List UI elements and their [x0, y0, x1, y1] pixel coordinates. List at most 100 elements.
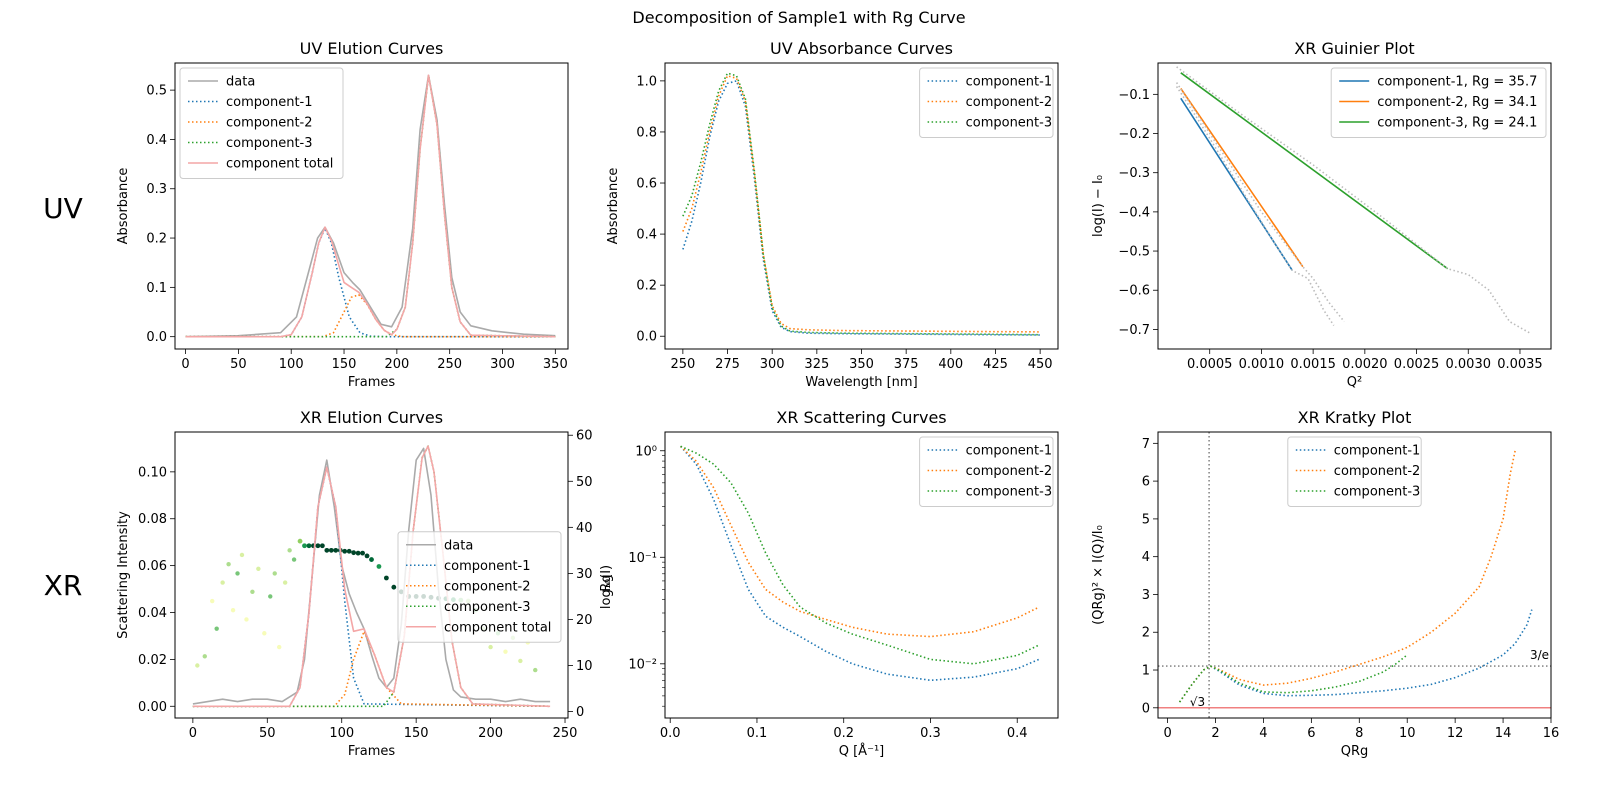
row-label-xr: XR — [44, 569, 83, 602]
xr_guinier-title: XR Guinier Plot — [1294, 39, 1414, 58]
xr_kratky-legend-label: component-3 — [1334, 485, 1421, 500]
xr_scattering-legend: component-1 component-2 component-3 — [919, 436, 1054, 507]
xr_scattering-series-line — [680, 445, 1040, 638]
xr_elution-ylabel: Scattering Intensity — [116, 511, 131, 639]
xr_elution-legend-box — [397, 531, 562, 643]
uv_absorbance-xtick-label: 300 — [760, 357, 785, 372]
xr_kratky-ylabel: (QRg)² × I(Q)/I₀ — [1091, 525, 1106, 625]
xr_guinier-legend-label: component-2, Rg = 34.1 — [1377, 95, 1537, 110]
xr_guinier-series-line — [1180, 88, 1304, 268]
xr_elution-ytick-label: 0.02 — [138, 653, 167, 668]
xr_guinier-plot-area — [1175, 66, 1531, 334]
scatter-point — [214, 626, 219, 631]
xr_kratky-legend-box — [1287, 436, 1422, 507]
xr_guinier-ytick-label: −0.6 — [1118, 284, 1150, 299]
xr_kratky-plot-area — [1158, 432, 1551, 718]
xr_elution-ytick-right-label: 60 — [576, 429, 593, 444]
rg-point — [342, 548, 348, 554]
rg-point — [360, 550, 365, 556]
rg-point — [383, 575, 389, 581]
scatter-point — [503, 649, 508, 654]
xr_elution-legend-label: data — [444, 538, 473, 553]
scatter-point — [291, 557, 297, 562]
xr_elution-xtick-label: 0 — [189, 726, 197, 741]
uv_elution-chart: UV Elution Curves 0 50 100 150 200 250 300 350 0.… — [116, 39, 569, 390]
xr_kratky-xtick-label: 14 — [1495, 726, 1512, 741]
xr_kratky-frame — [1157, 431, 1552, 719]
uv_elution-series-line — [185, 293, 556, 338]
uv_absorbance-ylabel: Absorbance — [606, 168, 621, 245]
uv_elution-xtick-label: 300 — [490, 357, 515, 372]
xr_elution-legend: data component-1 component-2 component-3 com… — [397, 531, 562, 643]
scatter-point — [277, 644, 282, 650]
uv_absorbance-legend: component-1 component-2 component-3 — [919, 67, 1054, 138]
rg-point — [369, 557, 374, 562]
xr_guinier-xtick-label: 0.0030 — [1446, 357, 1492, 372]
xr_kratky-ytick-label: 3 — [1142, 588, 1150, 603]
uv_elution-ytick-label: 0.0 — [146, 330, 167, 345]
scatter-point — [230, 608, 236, 613]
uv_elution-xtick-label: 350 — [543, 357, 568, 372]
xr_scattering-ytick-label: 10⁻² — [628, 657, 657, 672]
scatter-point — [282, 580, 288, 585]
xr_kratky-ytick-label: 5 — [1142, 512, 1150, 527]
xr_kratky-xtick-label: 10 — [1399, 726, 1416, 741]
uv_absorbance-title: UV Absorbance Curves — [770, 39, 953, 58]
xr_elution-xtick-label: 50 — [259, 726, 276, 741]
scatter-point — [250, 589, 255, 595]
xr_guinier-legend-label: component-1, Rg = 35.7 — [1377, 75, 1537, 90]
xr_elution-ytick-label: 0.08 — [138, 512, 167, 527]
xr_elution-ytick-right-label: 20 — [576, 613, 593, 628]
xr_elution-xtick-label: 150 — [404, 726, 429, 741]
uv_absorbance-chart: UV Absorbance Curves 250 275 300 325 350 375 40… — [606, 39, 1059, 390]
xr_guinier-xtick-label: 0.0020 — [1342, 357, 1388, 372]
xr_kratky-ytick-label: 7 — [1142, 437, 1150, 452]
uv_absorbance-series-line — [682, 75, 1041, 333]
scatter-point — [272, 571, 277, 576]
uv_elution-legend-label: component total — [226, 157, 333, 172]
xr_scattering-xlabel: Q [Å⁻¹] — [839, 743, 884, 759]
uv_absorbance-xtick-label: 450 — [1028, 357, 1053, 372]
xr_elution-frame — [174, 431, 569, 719]
xr_guinier-series-line — [1176, 66, 1531, 334]
uv_elution-series-line — [185, 74, 556, 338]
uv_elution-series-line — [185, 74, 556, 338]
scatter-point — [239, 552, 245, 558]
xr_elution-ytick-right-label: 10 — [576, 659, 593, 674]
xr_scattering-xtick-label: 0.2 — [833, 726, 854, 741]
uv_elution-ytick-label: 0.2 — [146, 232, 167, 247]
xr_kratky-legend: component-1 component-2 component-3 — [1287, 436, 1422, 507]
xr_guinier-xtick-label: 0.0035 — [1497, 357, 1543, 372]
uv_absorbance-xtick-label: 325 — [804, 357, 829, 372]
uv_absorbance-ytick-label: 0.6 — [636, 177, 657, 192]
rg-point — [328, 547, 334, 553]
rg-point — [324, 547, 330, 553]
figure-title: Decomposition of Sample1 with Rg Curve — [632, 8, 965, 27]
xr_kratky-xtick-label: 0 — [1163, 726, 1171, 741]
ylabel-right-log: log₁₀(I) — [599, 565, 614, 609]
xr_guinier-xtick-label: 0.0005 — [1187, 357, 1233, 372]
rg-point — [333, 547, 339, 553]
xr_elution-xtick-label: 250 — [553, 726, 578, 741]
uv_absorbance-plot-area — [682, 72, 1041, 336]
xr_elution-xlabel: Frames — [348, 744, 396, 759]
xr_kratky-ytick-label: 1 — [1142, 664, 1150, 679]
xr_scattering-title: XR Scattering Curves — [776, 408, 946, 427]
uv_absorbance-series-line — [682, 80, 1041, 336]
xr_guinier-xlabel: Q² — [1347, 375, 1362, 390]
uv_absorbance-xtick-label: 425 — [983, 357, 1008, 372]
rg-point — [302, 543, 307, 549]
sqrt3-label: √3 — [1190, 695, 1205, 709]
uv_elution-legend-box — [179, 67, 344, 179]
xr_kratky-title: XR Kratky Plot — [1298, 408, 1412, 427]
xr_kratky-xtick-label: 4 — [1259, 726, 1267, 741]
scatter-point — [220, 580, 225, 585]
uv_absorbance-xlabel: Wavelength [nm] — [805, 375, 917, 390]
rg-point — [297, 538, 303, 544]
xr_elution-legend-label: component-2 — [444, 579, 531, 594]
xr_kratky-xlabel: QRg — [1341, 744, 1369, 759]
scatter-point — [202, 654, 207, 659]
uv_elution-xtick-label: 200 — [384, 357, 409, 372]
xr_scattering-legend-label: component-2 — [966, 464, 1053, 479]
